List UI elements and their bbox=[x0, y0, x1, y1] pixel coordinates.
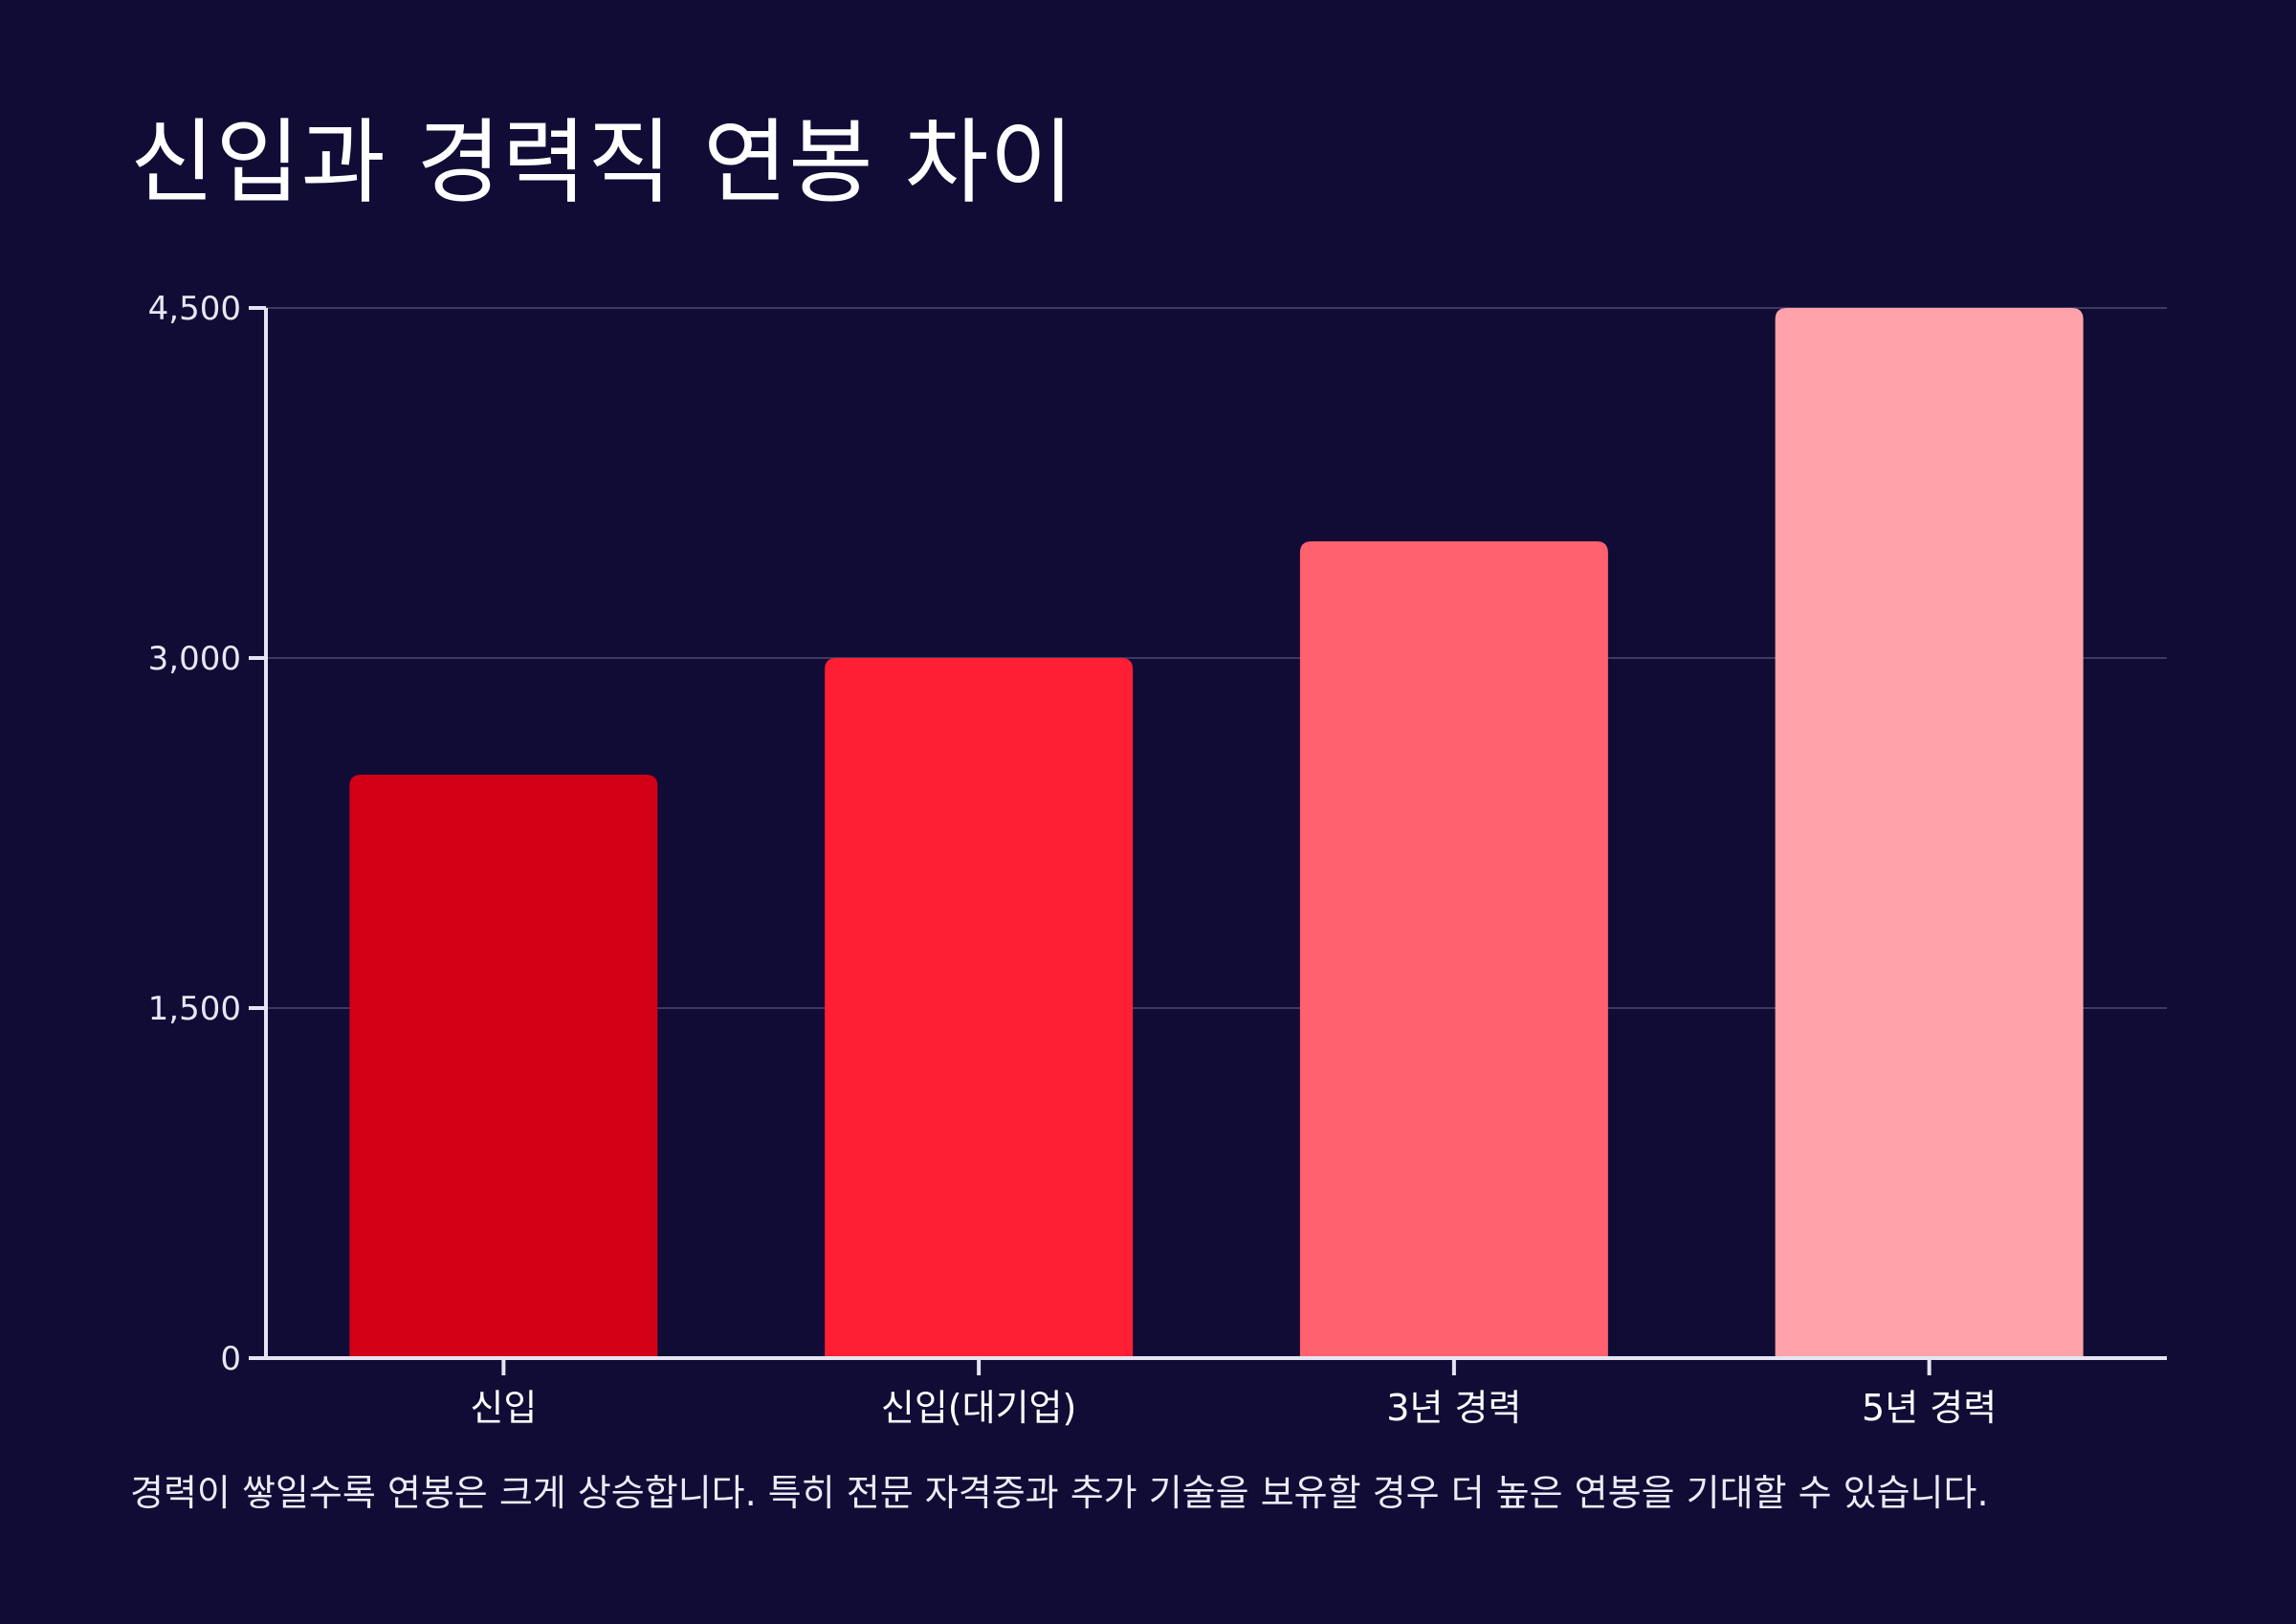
chart-caption: 경력이 쌓일수록 연봉은 크게 상승합니다. 특히 전문 자격증과 추가 기술을… bbox=[130, 1472, 1989, 1514]
y-tick-label: 1,500 bbox=[148, 990, 241, 1028]
y-tick-label: 3,000 bbox=[148, 640, 241, 678]
bar bbox=[349, 775, 658, 1358]
y-tick-label: 4,500 bbox=[148, 290, 241, 328]
chart-title: 신입과 경력직 연봉 차이 bbox=[130, 109, 1075, 216]
x-tick-label: 신입(대기업) bbox=[881, 1387, 1076, 1429]
bar bbox=[825, 658, 1134, 1358]
x-tick-label: 신입 bbox=[470, 1387, 537, 1429]
bar bbox=[1299, 541, 1608, 1358]
bar bbox=[1775, 308, 2084, 1358]
x-tick-label: 3년 경력 bbox=[1386, 1387, 1521, 1429]
y-tick-label: 0 bbox=[220, 1340, 241, 1378]
x-tick-label: 5년 경력 bbox=[1862, 1387, 1997, 1429]
